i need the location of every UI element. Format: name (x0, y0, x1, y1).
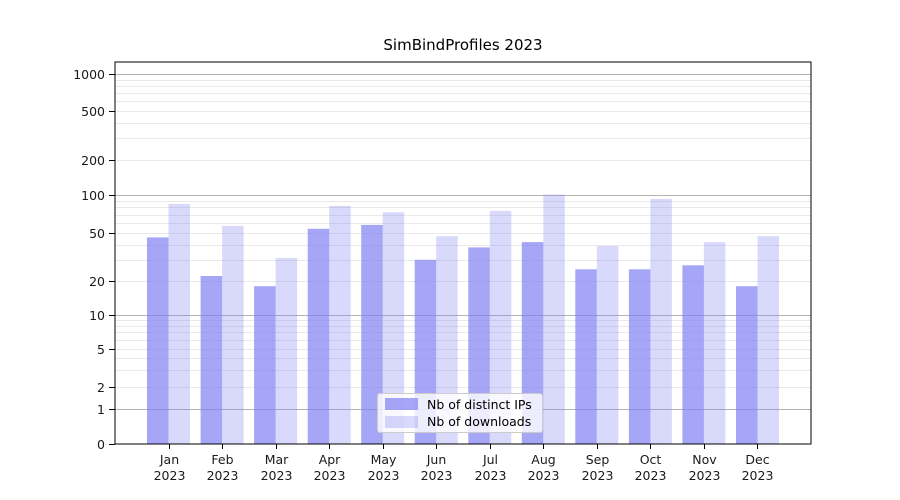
bar-downloads-dec (757, 236, 779, 444)
x-tick-label-month-aug: Aug (531, 452, 555, 467)
y-tick-label-50: 50 (89, 226, 105, 241)
legend-label-distinct-ips: Nb of distinct IPs (427, 396, 532, 412)
bar-downloads-sep (596, 246, 619, 444)
x-tick-label-year-aug: 2023 (528, 468, 560, 483)
legend: Nb of distinct IPs Nb of downloads (377, 393, 543, 433)
y-tick-label-100: 100 (81, 188, 105, 203)
bar-distinct-ips-mar (254, 286, 276, 444)
bar-distinct-ips-sep (575, 269, 597, 444)
legend-item-downloads: Nb of downloads (385, 414, 535, 431)
x-tick-label-month-may: May (371, 452, 397, 467)
y-tick-label-5: 5 (97, 342, 105, 357)
bar-downloads-may (382, 212, 405, 444)
bar-downloads-jul (489, 210, 512, 444)
x-tick-label-year-sep: 2023 (582, 468, 614, 483)
x-tick-label-year-jan: 2023 (154, 468, 186, 483)
x-tick-label-year-mar: 2023 (261, 468, 293, 483)
x-tick-label-month-sep: Sep (586, 452, 610, 467)
y-tick-label-0: 0 (97, 437, 105, 452)
y-tick-label-1000: 1000 (73, 67, 105, 82)
x-tick-label-month-dec: Dec (745, 452, 769, 467)
bar-downloads-feb (222, 225, 244, 444)
x-tick-label-year-nov: 2023 (689, 468, 721, 483)
bar-distinct-ips-feb (200, 276, 223, 444)
x-tick-label-year-jul: 2023 (475, 468, 507, 483)
bar-downloads-nov (703, 242, 726, 444)
x-tick-label-year-dec: 2023 (742, 468, 774, 483)
x-tick-label-month-feb: Feb (211, 452, 233, 467)
y-tick-label-200: 200 (81, 153, 105, 168)
bar-downloads-mar (275, 258, 298, 444)
bar-distinct-ips-may (361, 224, 383, 444)
x-tick-label-month-jun: Jun (426, 452, 447, 467)
x-tick-label-month-nov: Nov (692, 452, 717, 467)
bar-downloads-apr (329, 205, 351, 444)
x-tick-label-year-may: 2023 (368, 468, 400, 483)
bar-distinct-ips-apr (307, 228, 330, 444)
y-tick-label-20: 20 (89, 274, 105, 289)
y-tick-label-2: 2 (97, 380, 105, 395)
bar-distinct-ips-jan (147, 237, 169, 444)
x-tick-label-month-mar: Mar (265, 452, 289, 467)
bar-distinct-ips-oct (628, 269, 651, 444)
y-tick-label-1: 1 (97, 402, 105, 417)
bar-distinct-ips-dec (736, 286, 758, 444)
bar-downloads-jun (436, 236, 458, 444)
legend-item-distinct-ips: Nb of distinct IPs (385, 396, 535, 413)
x-tick-label-year-oct: 2023 (635, 468, 667, 483)
x-tick-label-month-apr: Apr (319, 452, 341, 467)
x-tick-label-year-feb: 2023 (207, 468, 239, 483)
x-tick-label-month-oct: Oct (640, 452, 662, 467)
x-tick-label-year-apr: 2023 (314, 468, 346, 483)
y-tick-label-500: 500 (81, 104, 105, 119)
legend-label-downloads: Nb of downloads (427, 414, 532, 430)
bar-downloads-jan (168, 203, 190, 444)
plot-border (114, 61, 812, 445)
x-tick-label-month-jul: Jul (482, 452, 498, 467)
legend-swatch-downloads (385, 415, 418, 428)
legend-swatch-distinct-ips (385, 398, 418, 411)
y-tick-label-10: 10 (89, 308, 105, 323)
bar-downloads-oct (650, 199, 672, 444)
x-tick-label-year-jun: 2023 (421, 468, 453, 483)
bar-downloads-aug (543, 194, 565, 444)
bar-distinct-ips-nov (682, 265, 704, 444)
x-tick-label-month-jan: Jan (159, 452, 179, 467)
chart-title: SimBindProfiles 2023 (383, 36, 543, 54)
